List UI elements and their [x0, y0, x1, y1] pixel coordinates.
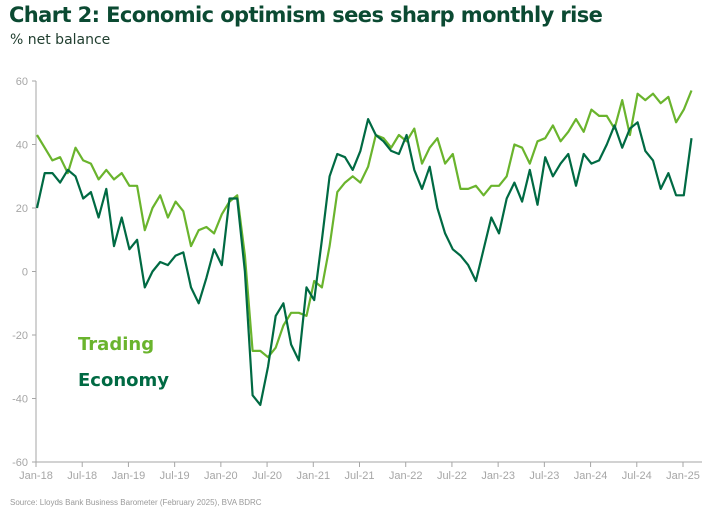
y-tick-label: 60: [16, 76, 28, 88]
x-tick-label: Jul-19: [160, 470, 190, 482]
y-tick-label: 20: [16, 203, 28, 215]
x-tick-label: Jul-24: [622, 470, 652, 482]
x-tick-label: Jul-22: [437, 470, 467, 482]
x-tick-label: Jan-22: [389, 470, 423, 482]
chart-title: Chart 2: Economic optimism sees sharp mo…: [9, 3, 603, 27]
y-tick-label: -20: [12, 330, 28, 342]
y-tick-label: -40: [12, 394, 28, 406]
y-tick-label: 0: [22, 267, 28, 279]
y-tick-label: 40: [16, 140, 28, 152]
chart-subtitle: % net balance: [10, 32, 111, 48]
series-line-trading: [36, 90, 693, 359]
source-note: Source: Lloyds Bank Business Barometer (…: [10, 498, 262, 507]
x-tick-label: Jan-25: [666, 470, 700, 482]
x-tick-label: Jan-19: [112, 470, 146, 482]
x-tick-label: Jul-23: [529, 470, 559, 482]
x-tick-label: Jan-23: [481, 470, 515, 482]
series-line-economy: [35, 117, 693, 406]
x-tick-label: Jan-20: [204, 470, 238, 482]
series-lines: [35, 90, 693, 406]
x-tick-label: Jul-21: [345, 470, 375, 482]
x-tick-label: Jan-24: [574, 470, 608, 482]
legend-economy: Economy: [78, 370, 169, 391]
x-tick-label: Jan-21: [296, 470, 330, 482]
x-tick-label: Jul-18: [67, 470, 97, 482]
legend-trading: Trading: [78, 334, 154, 355]
y-tick-label: -60: [12, 457, 28, 469]
x-tick-label: Jan-18: [19, 470, 53, 482]
x-tick-label: Jul-20: [252, 470, 282, 482]
